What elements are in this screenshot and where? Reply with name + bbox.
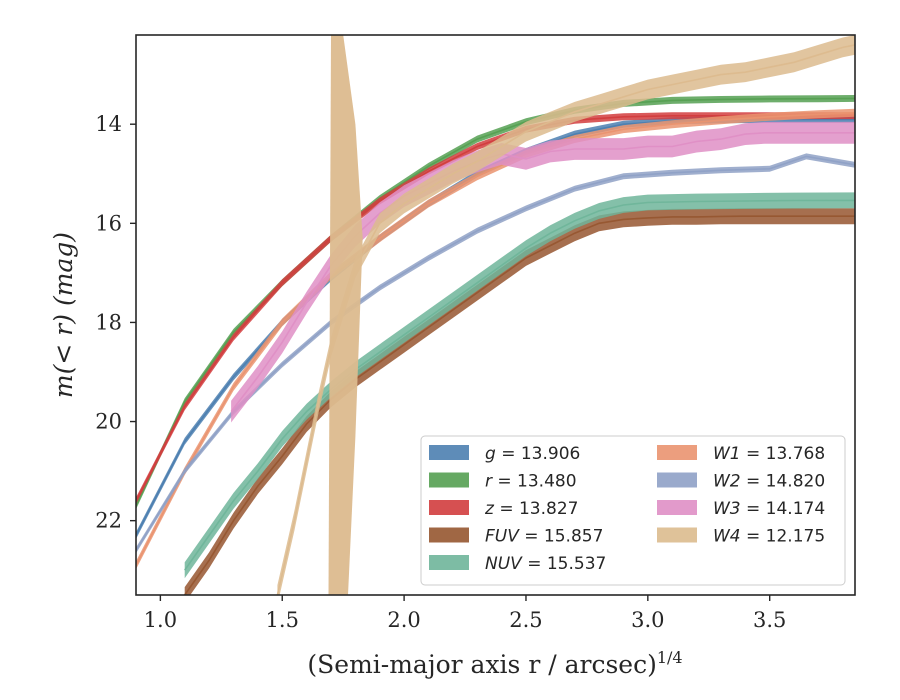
plot-area <box>136 35 855 595</box>
legend-swatch-r <box>429 472 469 488</box>
series-line-w1 <box>136 111 855 566</box>
x-axis: 1.0 1.5 2.0 2.5 3.0 3.5 <box>144 595 786 632</box>
x-axis-label-exponent: 1/4 <box>657 648 683 667</box>
legend-swatch-g <box>429 445 469 460</box>
x-axis-label: (Semi-major axis r / arcsec)1/4 <box>307 648 682 679</box>
legend-label-w3: W3 = 14.174 <box>713 499 825 519</box>
legend-label-g: g = 13.906 <box>485 444 580 464</box>
legend-swatch-w3 <box>657 500 697 515</box>
y-tick-label: 14 <box>95 112 122 136</box>
legend-label-z: z = 13.827 <box>484 499 578 519</box>
y-tick-label: 22 <box>95 509 122 533</box>
x-tick-label: 3.5 <box>753 608 786 632</box>
y-tick-label: 20 <box>95 410 122 434</box>
legend-label-r: r = 13.480 <box>485 472 577 492</box>
x-tick-label: 3.0 <box>631 608 664 632</box>
legend-swatch-z <box>429 500 469 515</box>
y-tick-label: 18 <box>95 310 122 334</box>
legend-label-w2: W2 = 14.820 <box>713 472 825 492</box>
legend-swatch-w2 <box>657 472 697 488</box>
plot-frame <box>135 34 856 596</box>
y-axis: 14 16 18 20 22 <box>95 112 136 533</box>
y-axis-label-text: m(< r) (mag) <box>49 232 78 398</box>
y-tick-label: 16 <box>95 211 122 235</box>
series-line-nuv <box>184 199 855 571</box>
x-tick-label: 2.0 <box>387 608 420 632</box>
legend-label-w4: W4 = 12.175 <box>713 527 825 547</box>
x-tick-label: 1.5 <box>266 608 299 632</box>
legend-swatch-fuv <box>429 527 469 543</box>
legend-swatch-nuv <box>429 555 469 570</box>
x-tick-label: 2.5 <box>509 608 542 632</box>
legend-label-fuv: FUV = 15.857 <box>485 527 603 547</box>
legend-swatch-w1 <box>657 445 697 460</box>
series-line-w2 <box>136 155 855 551</box>
x-tick-label: 1.0 <box>144 608 177 632</box>
legend-label-nuv: NUV = 15.537 <box>485 554 606 574</box>
legend-label-w1: W1 = 13.768 <box>713 444 825 464</box>
y-axis-label: m(< r) (mag) <box>49 232 78 398</box>
series-band-w4-uncertainty <box>328 35 363 595</box>
series-line-fuv <box>184 215 855 595</box>
legend-box <box>420 435 846 586</box>
legend: g = 13.906 r = 13.480 z = 13.827 FUV = 15.8… <box>420 435 846 586</box>
legend-swatch-w4 <box>657 527 697 543</box>
